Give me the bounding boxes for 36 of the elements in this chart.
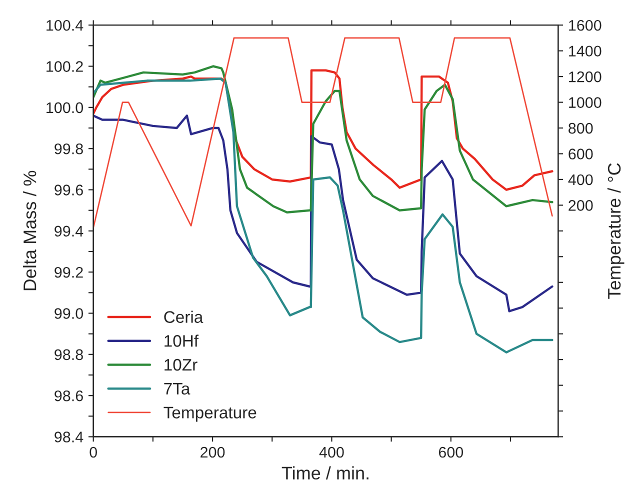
x-tick-label: 600 [438, 446, 464, 458]
y-tick-label: 100.4 [46, 20, 84, 31]
y-tick-label: 99.0 [54, 308, 84, 319]
y-tick-label: 98.6 [54, 390, 83, 402]
y-tick-label: 99.4 [54, 226, 84, 237]
y2-tick-label: 200 [568, 200, 593, 211]
y-tick-label: 100.2 [46, 61, 83, 72]
y2-tick-label: 600 [568, 148, 593, 160]
x-tick-label: 200 [200, 446, 225, 458]
y-tick-label: 99.6 [54, 184, 83, 196]
line-series [93, 78, 554, 354]
legend-label: Ceria [164, 310, 204, 323]
y-tick-label: 99.8 [54, 143, 83, 154]
line-series [93, 114, 554, 312]
y2-tick-label: 1400 [569, 46, 602, 57]
y-tick-label: 98.4 [54, 432, 84, 442]
legend-label: 7Ta [164, 382, 190, 395]
line-series [93, 65, 554, 214]
y2-tick-label: 400 [568, 174, 593, 186]
x-tick-label: 400 [319, 446, 344, 458]
line-series [93, 69, 554, 191]
y2-axis-title: Temperature / °C [607, 163, 624, 299]
legend-label: 10Zr [164, 358, 198, 371]
y-tick-label: 100.0 [46, 102, 84, 114]
y2-tick-label: 1000 [569, 97, 602, 108]
legend-label: 10Hf [164, 334, 199, 347]
y2-tick-label: 1600 [569, 20, 602, 31]
x-tick-label: 0 [90, 446, 97, 458]
legend-label: Temperature [164, 406, 256, 422]
y-axis-title: Delta Mass / % [23, 170, 36, 290]
line-series [93, 37, 553, 228]
x-axis-title: Time / min. [282, 466, 368, 480]
y2-tick-label: 1200 [569, 71, 602, 82]
y-tick-label: 99.2 [54, 266, 83, 278]
y-tick-label: 98.8 [54, 349, 83, 360]
y2-tick-label: 800 [568, 122, 593, 134]
